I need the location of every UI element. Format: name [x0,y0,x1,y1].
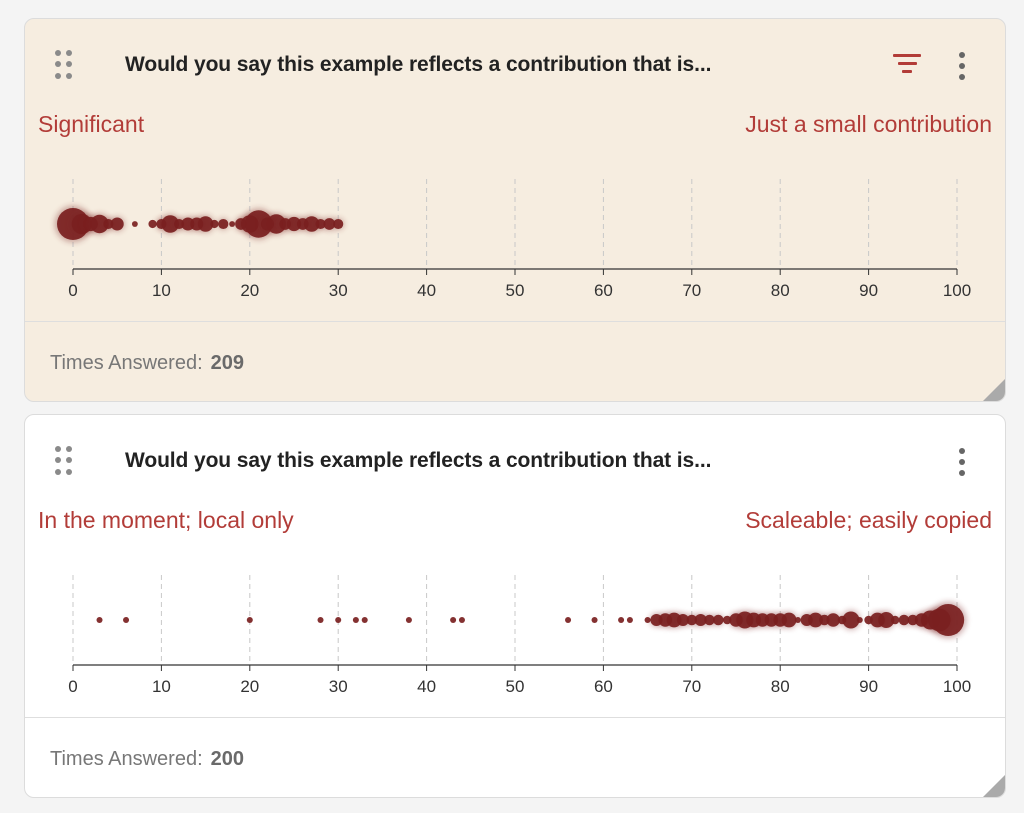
data-point [315,218,326,230]
axis-tick-label: 40 [417,677,436,696]
axis-tick-label: 50 [506,281,525,300]
dot-plot-chart: 0 10 20 30 40 50 60 70 80 90 100 [25,169,1005,309]
data-point [808,612,823,628]
data-point [856,616,863,624]
data-point [644,616,651,624]
data-point [450,616,457,624]
data-point [317,616,324,624]
data-point [405,616,412,624]
data-point [96,616,103,624]
data-point [197,216,214,232]
data-point [713,614,724,626]
axis-tick-label: 40 [417,281,436,300]
data-point [618,616,625,624]
times-answered-label: Times Answered: [50,748,203,770]
data-point [161,215,180,233]
data-point [458,616,465,624]
data-point [131,221,138,227]
axis-tick-label: 90 [859,281,878,300]
card-title: Would you say this example reflects a co… [125,449,712,472]
data-point [210,219,219,229]
axis-tick-label: 10 [152,677,171,696]
axis-tick-label: 80 [771,677,790,696]
data-point [123,616,130,624]
dot-plot-chart: 0 10 20 30 40 50 60 70 80 90 100 [25,565,1005,705]
data-point [218,218,229,230]
data-point [878,612,895,628]
scale-right-label: Just a small contribution [745,111,992,137]
times-answered-value: 209 [210,352,245,374]
resize-handle-icon[interactable] [983,775,1005,797]
data-point [626,616,633,624]
data-point [333,218,344,230]
data-point [591,616,598,624]
more-vertical-icon[interactable] [955,52,969,80]
scale-left-label: Significant [38,111,145,137]
axis-tick-label: 30 [329,677,348,696]
question-card-1: Would you say this example reflects a co… [24,18,1006,402]
times-answered: Times Answered: 200 [50,748,244,771]
more-vertical-icon[interactable] [955,448,969,476]
data-point [932,604,965,636]
data-point [694,613,707,627]
axis-tick-label: 10 [152,281,171,300]
times-answered-label: Times Answered: [50,352,203,374]
card-footer: Times Answered: 209 [25,321,1005,401]
card-title: Would you say this example reflects a co… [125,53,712,76]
data-point [842,611,860,629]
axis-tick-label: 0 [68,281,77,300]
question-card-2: Would you say this example reflects a co… [24,414,1006,798]
data-point [781,612,797,628]
dot-plot-svg: 0 10 20 30 40 50 60 70 80 90 100 [54,179,971,300]
axis-tick-label: 20 [240,677,259,696]
data-point [565,616,572,624]
data-point [898,614,910,626]
axis-tick-label: 80 [771,281,790,300]
resize-handle-icon[interactable] [983,379,1005,401]
data-point [826,613,841,627]
data-point [335,616,342,624]
axis-tick-label: 0 [68,677,77,696]
axis-tick-label: 60 [594,677,613,696]
data-point [229,221,236,227]
scale-right-label: Scaleable; easily copied [745,507,992,533]
data-point [148,219,157,229]
data-point [90,214,109,234]
axis-tick-label: 30 [329,281,348,300]
axis-tick-label: 60 [594,281,613,300]
data-point [303,216,320,232]
axis-tick-label: 70 [682,677,701,696]
data-point [110,217,124,231]
data-point [704,614,715,626]
axis-tick-label: 100 [943,677,971,696]
drag-handle-icon[interactable] [55,446,77,476]
data-point [361,616,368,624]
drag-handle-icon[interactable] [55,50,77,80]
axis-tick-label: 100 [943,281,971,300]
axis-tick-label: 70 [682,281,701,300]
data-point [676,613,690,627]
axis-tick-label: 20 [240,281,259,300]
times-answered: Times Answered: 209 [50,352,244,375]
data-point [323,218,336,230]
axis-tick-label: 50 [506,677,525,696]
data-point [890,615,900,625]
scale-left-label: In the moment; local only [38,507,294,533]
data-point [794,616,801,624]
data-point [246,616,253,624]
filter-icon[interactable] [893,54,921,76]
axis-tick-label: 90 [859,677,878,696]
dot-plot-svg: 0 10 20 30 40 50 60 70 80 90 100 [68,575,971,696]
card-footer: Times Answered: 200 [25,717,1005,797]
data-point [352,616,359,624]
times-answered-value: 200 [210,748,245,770]
